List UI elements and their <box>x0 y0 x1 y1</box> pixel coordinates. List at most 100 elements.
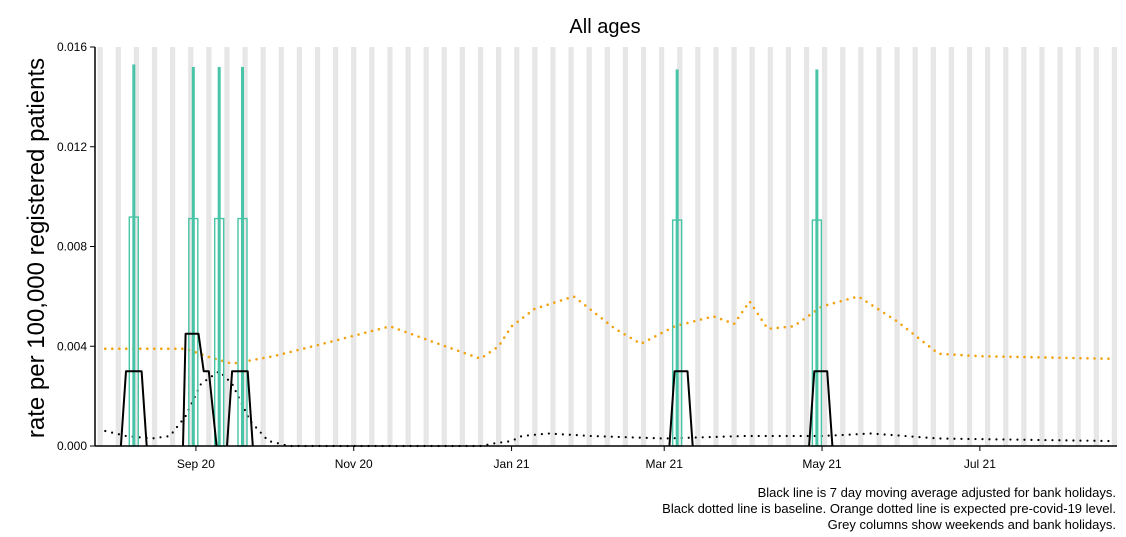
weekend-column <box>607 47 610 446</box>
moving-average-line <box>668 370 694 447</box>
weekend-column <box>752 47 755 446</box>
x-tick-label: Nov 20 <box>335 457 373 471</box>
moving-average-line <box>808 370 834 447</box>
weekend-column <box>767 47 771 446</box>
weekend-column <box>586 47 590 446</box>
x-tick-label: Jul 21 <box>964 457 996 471</box>
moving-average-line <box>182 332 218 447</box>
x-tick-label: Sep 20 <box>177 457 215 471</box>
weekend-column <box>878 47 882 446</box>
weekend-column <box>640 47 644 446</box>
weekend-column <box>951 47 954 446</box>
weekend-column <box>405 47 409 446</box>
x-tick-label: May 21 <box>802 457 842 471</box>
y-tick-label: 0.000 <box>57 439 87 453</box>
daily-spike <box>217 66 221 446</box>
chart: All ages rate per 100,000 registered pat… <box>23 16 1117 471</box>
weekend-column <box>1096 47 1099 446</box>
weekend-column <box>788 47 791 446</box>
weekend-column <box>604 47 608 446</box>
weekend-column <box>1060 47 1063 446</box>
caption-line-baseline: Black dotted line is baseline. Orange do… <box>662 501 1116 516</box>
daily-spike <box>132 64 136 447</box>
weekend-column <box>785 47 789 446</box>
weekend-column <box>987 47 991 446</box>
weekend-column <box>912 47 916 446</box>
weekend-column <box>858 47 861 446</box>
weekend-column <box>568 47 572 446</box>
weekend-column <box>208 47 212 446</box>
weekend-column <box>897 47 900 446</box>
weekend-column <box>224 47 227 446</box>
weekend-column <box>151 47 155 446</box>
weekend-column <box>115 47 119 446</box>
daily-spike <box>675 69 679 446</box>
weekend-column <box>571 47 574 446</box>
weekend-column <box>441 47 445 446</box>
moving-average-line <box>226 370 254 447</box>
weekend-column <box>715 47 719 446</box>
weekend-column <box>860 47 864 446</box>
weekend-column <box>226 47 230 446</box>
weekend-column <box>532 47 535 446</box>
weekend-column <box>462 47 465 446</box>
weekend-column <box>1075 47 1079 446</box>
weekend-column <box>625 47 628 446</box>
weekend-column <box>770 47 773 446</box>
weekend-column <box>1078 47 1081 446</box>
weekend-column <box>731 47 735 446</box>
caption-line-moving-average: Black line is 7 day moving average adjus… <box>757 485 1116 500</box>
chart-title: All ages <box>569 16 640 38</box>
weekend-column <box>1039 47 1042 446</box>
weekend-column <box>1021 47 1024 446</box>
weekend-column <box>985 47 988 446</box>
expected-level-line <box>104 294 1111 366</box>
weekend-column <box>263 47 266 446</box>
weekend-column <box>930 47 934 446</box>
weekend-column <box>260 47 264 446</box>
weekend-column <box>477 47 481 446</box>
caption-line-grey-columns: Grey columns show weekends and bank holi… <box>827 517 1116 532</box>
weekend-column <box>622 47 626 446</box>
y-axis-label: rate per 100,000 registered patients <box>23 58 50 438</box>
weekend-column <box>806 47 810 446</box>
weekend-column <box>281 47 284 446</box>
weekend-column <box>299 47 302 446</box>
weekend-column <box>803 47 807 446</box>
weekend-column <box>734 47 737 446</box>
daily-spike <box>815 69 819 446</box>
weekend-column <box>97 47 101 446</box>
weekend-column <box>172 47 176 446</box>
weekend-column <box>170 47 173 446</box>
weekend-column <box>948 47 952 446</box>
weekend-column <box>335 47 339 446</box>
weekend-column <box>749 47 753 446</box>
weekend-column <box>1005 47 1009 446</box>
y-tick-label: 0.004 <box>57 339 87 353</box>
weekend-column <box>369 47 372 446</box>
weekend-column <box>697 47 701 446</box>
weekend-column <box>713 47 716 446</box>
weekend-column <box>840 47 843 446</box>
weekend-column <box>822 47 825 446</box>
weekend-column <box>154 47 158 446</box>
weekend-column <box>661 47 665 446</box>
weekend-column <box>1111 47 1115 446</box>
weekend-column <box>100 47 103 446</box>
weekend-column <box>408 47 411 446</box>
weekend-column <box>534 47 538 446</box>
weekend-column <box>842 47 846 446</box>
weekend-column <box>371 47 375 446</box>
weekend-column <box>1057 47 1061 446</box>
weekend-column <box>550 47 553 446</box>
weekend-column <box>296 47 300 446</box>
weekend-column <box>516 47 520 446</box>
weekend-column <box>643 47 647 446</box>
weekend-column <box>480 47 484 446</box>
weekend-column <box>514 47 517 446</box>
y-tick-label: 0.016 <box>57 40 87 54</box>
weekend-column <box>1093 47 1097 446</box>
weekend-column <box>498 47 502 446</box>
weekend-column <box>496 47 499 446</box>
weekend-column <box>389 47 393 446</box>
